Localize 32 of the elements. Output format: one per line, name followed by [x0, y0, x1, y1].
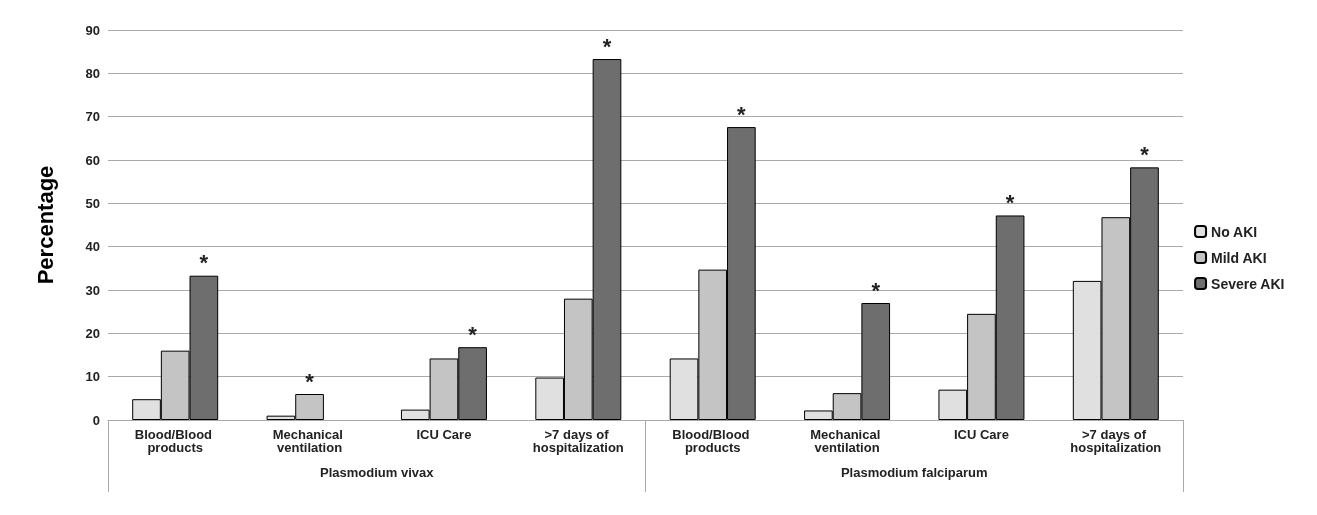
- legend-label: Mild AKI: [1211, 249, 1267, 266]
- y-tick-label: 10: [85, 369, 100, 385]
- x-tick-label: Mechanical ventilation: [810, 427, 884, 455]
- y-tick-label: 80: [85, 65, 100, 81]
- y-tick-label: 70: [85, 109, 100, 125]
- data-label: *: [199, 250, 209, 276]
- data-label: *: [1140, 141, 1150, 167]
- data-label: *: [737, 101, 747, 127]
- text: Plasmodium falciparum: [840, 465, 988, 480]
- y-tick-label: 0: [92, 412, 100, 428]
- x-tick-label: >7 days of hospitalization: [532, 427, 624, 455]
- x-tick-label: ICU Care: [953, 427, 1009, 442]
- legend-label: Severe AKI: [1211, 275, 1285, 292]
- data-label: *: [468, 321, 478, 347]
- data-label: *: [602, 33, 612, 59]
- y-tick-label: 30: [85, 282, 100, 298]
- y-tick-label: 20: [85, 325, 100, 341]
- data-label: *: [1005, 189, 1015, 215]
- y-tick-label: 60: [85, 152, 100, 168]
- data-label: *: [305, 368, 315, 394]
- x-tick-label: ICU Care: [416, 427, 472, 442]
- y-tick-label: 40: [85, 239, 100, 255]
- x-tick-label: Mechanical ventilation: [272, 427, 347, 455]
- y-tick-label: 50: [85, 195, 100, 211]
- x-tick-label: Blood/Blood products: [134, 427, 216, 455]
- y-axis-title: Percentage: [32, 165, 58, 285]
- y-tick-label: 90: [85, 22, 100, 38]
- x-tick-label: >7 days of hospitalization: [1070, 427, 1162, 455]
- text: Plasmodium vivax: [320, 465, 435, 480]
- data-label: *: [871, 277, 881, 303]
- legend-label: No AKI: [1211, 223, 1258, 240]
- x-tick-label: Blood/Blood products: [672, 427, 754, 455]
